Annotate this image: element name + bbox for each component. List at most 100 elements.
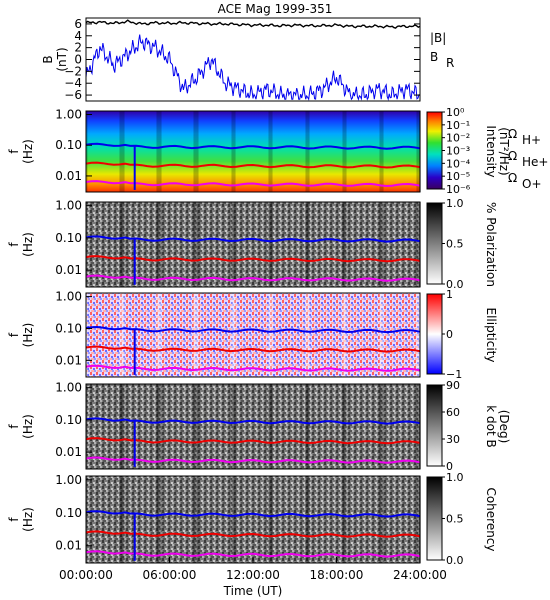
streak [306, 384, 308, 469]
streak [231, 293, 233, 377]
streak [160, 476, 162, 563]
streak [193, 476, 195, 563]
streak [194, 202, 196, 287]
streak [120, 111, 122, 192]
streak [197, 202, 199, 287]
ellipticity-ylabel: f [7, 332, 21, 337]
x-tick-label: 06:00:00 [143, 568, 197, 582]
y-tick-label: 4 [74, 29, 82, 43]
streak [342, 476, 344, 563]
kdotb-image [86, 384, 420, 469]
streak [269, 384, 271, 469]
polarization-frame [85, 201, 421, 288]
streak [156, 202, 158, 287]
cbar-tick-label: 10⁻⁶ [446, 183, 471, 196]
streak [197, 476, 199, 563]
cbar-tick-label: 1.0 [446, 471, 464, 484]
y-tick-label: 1.00 [55, 199, 82, 213]
cbar-tick-label: 0 [446, 328, 453, 341]
streak [345, 111, 347, 192]
streak [86, 111, 88, 192]
streak [157, 111, 159, 192]
streak [382, 202, 384, 287]
streak [418, 293, 420, 377]
intensity-yunit: (Hz) [21, 139, 35, 164]
streak [158, 202, 160, 287]
legend-omega-1: Ω [508, 149, 517, 163]
streak [231, 111, 233, 192]
streak [268, 111, 270, 192]
legend-br-sub: R [446, 56, 454, 70]
streak [157, 293, 159, 377]
y-tick-label: 0.01 [55, 539, 82, 553]
y-tick-label: 1.00 [55, 381, 82, 395]
streak [197, 111, 199, 192]
streak [234, 293, 236, 377]
streak [157, 384, 159, 469]
streak [417, 111, 419, 192]
streak [121, 293, 123, 377]
streak [380, 384, 382, 469]
streak [379, 111, 381, 192]
streak [158, 476, 160, 563]
y-tick-label: −6 [64, 88, 82, 102]
streak [119, 384, 121, 469]
streak [416, 384, 418, 469]
streak [195, 476, 197, 563]
streak [417, 476, 419, 563]
streak [232, 476, 234, 563]
streak [119, 476, 121, 563]
streak [416, 476, 418, 563]
gyro-line-0 [85, 510, 421, 518]
streak [158, 111, 160, 192]
gyro-line-0 [85, 235, 421, 243]
streak [344, 476, 346, 563]
streak [380, 202, 382, 287]
streak [308, 384, 310, 469]
streak [196, 202, 198, 287]
cbar-tick-label: −1 [446, 368, 462, 381]
streak [380, 111, 382, 192]
gyro-line-2 [85, 180, 421, 188]
chart-title: ACE Mag 1999-351 [218, 2, 333, 16]
streak [268, 293, 270, 377]
streak [418, 384, 420, 469]
streak [194, 476, 196, 563]
cbar-tick-label: 10⁻³ [446, 145, 470, 158]
streak [381, 476, 383, 563]
streak [158, 293, 160, 377]
polarization-colorbar [426, 202, 443, 285]
kdotb-cbar-unit: (Deg) [497, 410, 511, 444]
streak [271, 476, 273, 563]
y-tick-label: 0.10 [55, 231, 82, 245]
cbar-tick-label: 30 [446, 433, 460, 446]
streak [418, 111, 420, 192]
streak [343, 202, 345, 287]
streak [123, 111, 125, 192]
streak [86, 293, 88, 377]
streak [233, 111, 235, 192]
y-tick-label: 1.00 [55, 473, 82, 487]
streak [121, 476, 123, 563]
streak [159, 384, 161, 469]
cbar-tick-label: 10⁻¹ [446, 119, 470, 132]
streak [307, 202, 309, 287]
streak [306, 111, 308, 192]
streak [123, 293, 125, 377]
gyro-line-1 [85, 255, 421, 263]
streak [379, 384, 381, 469]
streak [342, 384, 344, 469]
streak [160, 293, 162, 377]
y-tick-label: 1.00 [55, 290, 82, 304]
streak [270, 293, 272, 377]
y-tick-label: 0.01 [55, 263, 82, 277]
streak [308, 476, 310, 563]
polarization-yunit: (Hz) [21, 232, 35, 257]
streak [193, 202, 195, 287]
streak [233, 293, 235, 377]
streak [196, 476, 198, 563]
streak [232, 293, 234, 377]
gyro-line-2 [85, 550, 421, 558]
x-tick-label: 00:00:00 [59, 568, 113, 582]
streak [156, 384, 158, 469]
